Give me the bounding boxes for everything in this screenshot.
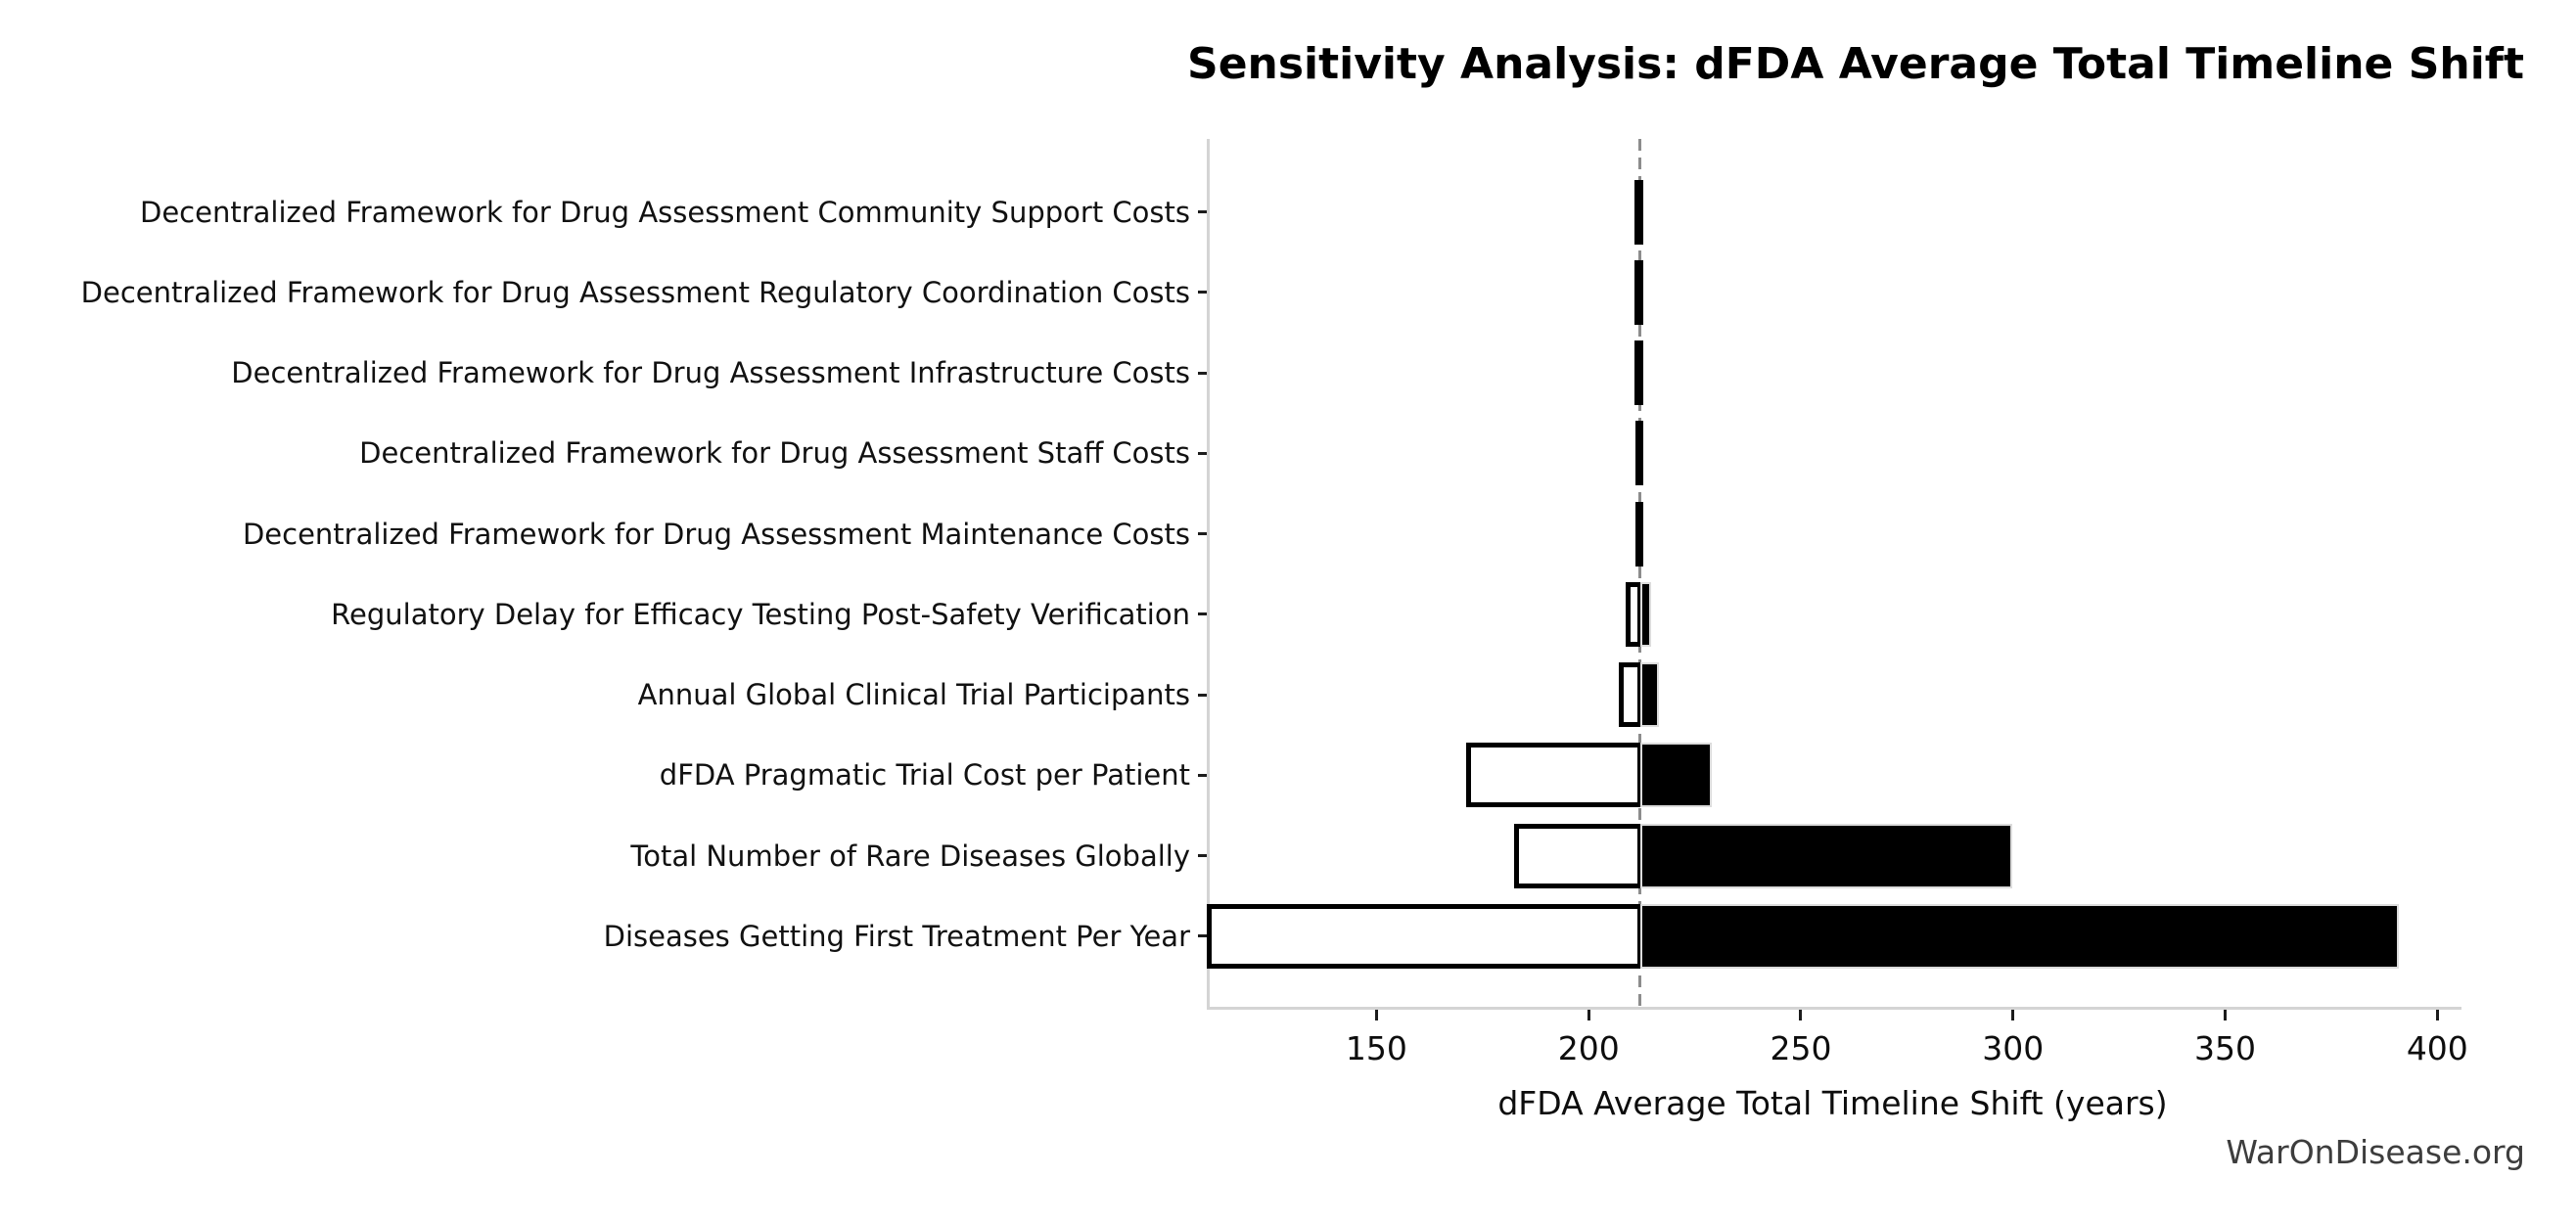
category-label: Diseases Getting First Treatment Per Yea…: [603, 919, 1190, 953]
x-tick-label: 150: [1345, 1029, 1407, 1067]
x-axis-label: dFDA Average Total Timeline Shift (years…: [1497, 1084, 2168, 1122]
y-tick-mark: [1198, 934, 1207, 938]
y-tick-mark: [1198, 291, 1207, 295]
y-tick-mark: [1198, 532, 1207, 535]
bar-low-value: [1634, 259, 1643, 325]
category-label: Regulatory Delay for Efficacy Testing Po…: [331, 597, 1190, 631]
x-tick-mark: [2435, 1010, 2439, 1020]
bar-low-value: [1206, 903, 1643, 969]
category-label: dFDA Pragmatic Trial Cost per Patient: [659, 758, 1190, 793]
y-tick-mark: [1198, 451, 1207, 455]
category-label: Total Number of Rare Diseases Globally: [630, 839, 1190, 873]
bar-low-value: [1465, 743, 1643, 808]
x-tick-mark: [1587, 1010, 1590, 1020]
x-tick-label: 300: [1982, 1029, 2045, 1067]
bar-high-value: [1639, 662, 1659, 727]
x-tick-mark: [1799, 1010, 1803, 1020]
y-tick-mark: [1198, 210, 1207, 213]
x-tick-label: 400: [2406, 1029, 2468, 1067]
category-label: Decentralized Framework for Drug Assessm…: [231, 356, 1190, 389]
x-tick-mark: [1374, 1010, 1378, 1020]
bar-high-value: [1639, 259, 1643, 325]
y-tick-mark: [1198, 371, 1207, 375]
category-label: Decentralized Framework for Drug Assessm…: [242, 517, 1190, 551]
bar-high-value: [1639, 340, 1643, 405]
watermark-text: WarOnDisease.org: [2226, 1133, 2525, 1171]
bar-high-value: [1639, 421, 1643, 486]
category-label: Annual Global Clinical Trial Participant…: [637, 678, 1190, 711]
y-tick-mark: [1198, 854, 1207, 857]
x-tick-label: 350: [2194, 1029, 2257, 1067]
bar-high-value: [1639, 903, 2400, 969]
bar-high-value: [1639, 581, 1652, 647]
y-tick-mark: [1198, 773, 1207, 777]
bar-high-value: [1639, 179, 1643, 245]
x-tick-label: 250: [1770, 1029, 1832, 1067]
category-label: Decentralized Framework for Drug Assessm…: [80, 275, 1190, 309]
category-label: Decentralized Framework for Drug Assessm…: [140, 195, 1190, 229]
bar-low-value: [1619, 662, 1643, 727]
baseline-dashed-line: [1638, 139, 1642, 1007]
x-tick-mark: [2011, 1010, 2015, 1020]
bar-low-value: [1634, 340, 1643, 405]
chart-title: Sensitivity Analysis: dFDA Average Total…: [1187, 39, 2524, 89]
bar-high-value: [1639, 743, 1712, 808]
category-label: Decentralized Framework for Drug Assessm…: [359, 436, 1190, 471]
bar-low-value: [1513, 823, 1643, 888]
plot-area: [1207, 139, 2461, 1010]
bar-low-value: [1634, 421, 1643, 486]
x-tick-mark: [2224, 1010, 2228, 1020]
bar-high-value: [1639, 501, 1643, 567]
x-tick-label: 200: [1557, 1029, 1620, 1067]
y-tick-mark: [1198, 612, 1207, 616]
y-tick-mark: [1198, 693, 1207, 697]
bar-low-value: [1634, 179, 1643, 245]
bar-low-value: [1634, 501, 1643, 567]
bar-high-value: [1639, 823, 2012, 888]
